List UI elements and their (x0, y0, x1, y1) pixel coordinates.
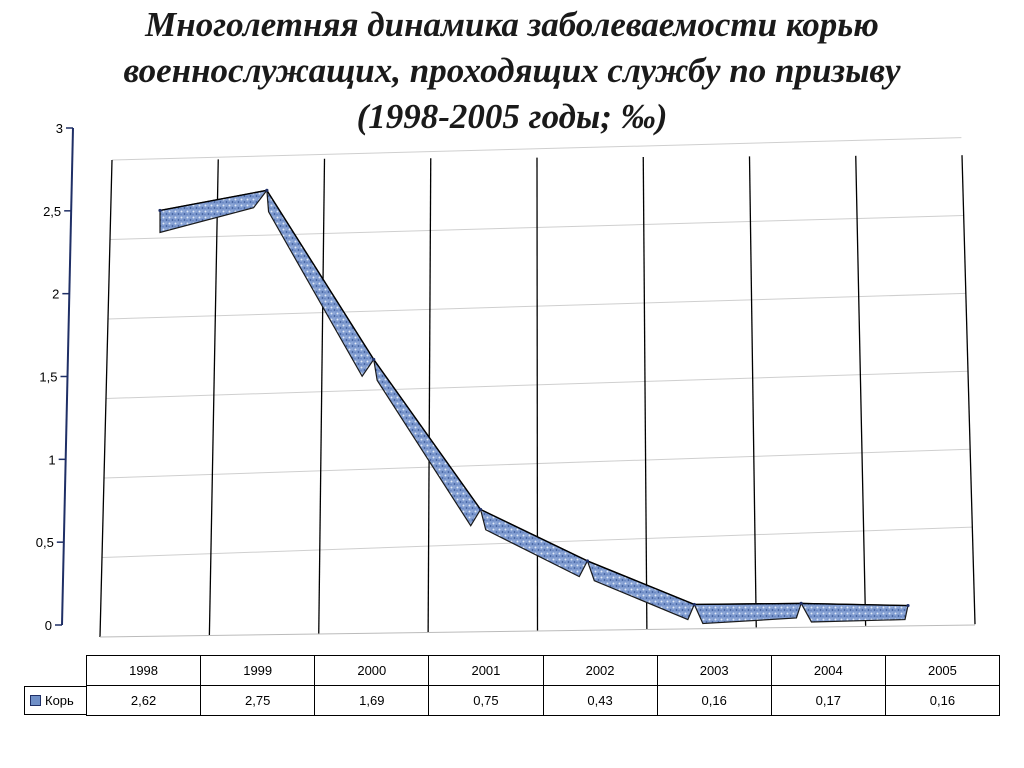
table-header-row: 1998 1999 2000 2001 2002 2003 2004 2005 (85, 655, 1001, 686)
grid-lines (99, 137, 976, 638)
y-tick-label-2: 1 (48, 452, 55, 467)
chart-title-line-3: (1998-2005 годы; ‰) (356, 97, 668, 136)
table-value-1998: 2,62 (85, 685, 202, 716)
h-gridline-6 (111, 137, 962, 161)
data-point-2004 (799, 601, 803, 605)
chart-title: Многолетняя динамика заболеваемости корь… (0, 2, 1024, 140)
table-value-2003: 0,16 (656, 685, 772, 716)
v-gridline-2 (318, 158, 326, 634)
y-tick-label-5: 2,5 (43, 204, 61, 219)
data-point-1998 (158, 208, 162, 213)
v-gridline-6 (748, 156, 757, 628)
chart-title-line-2: военнослужащих, проходящих службу по при… (123, 51, 901, 90)
data-point-1999 (265, 188, 269, 192)
series-line-3 (373, 359, 482, 510)
v-gridline-1 (208, 159, 219, 636)
table-year-2005: 2005 (884, 655, 1001, 686)
chart-title-line-1: Многолетняя динамика заболеваемости корь… (145, 5, 879, 44)
table-year-2003: 2003 (656, 655, 772, 686)
ribbon-segment-3 (373, 359, 482, 527)
data-point-2002 (585, 559, 590, 563)
v-gridline-3 (427, 158, 432, 633)
series-line-1 (159, 189, 267, 212)
series-line-7 (801, 602, 909, 607)
table-year-2002: 2002 (542, 655, 658, 686)
table-year-2004: 2004 (770, 655, 886, 686)
data-table: 1998 1999 2000 2001 2002 2003 2004 2005 2,62 2,7… (85, 655, 1001, 716)
ribbon-segment-2 (266, 190, 375, 378)
ribbon-segment-4 (479, 508, 589, 578)
data-point-2001 (478, 507, 483, 512)
series-line-6 (694, 602, 802, 606)
v-gridline-4 (536, 157, 539, 631)
table-year-2000: 2000 (314, 655, 430, 686)
table-value-2004: 0,17 (770, 685, 886, 716)
data-point-2000 (372, 357, 376, 362)
table-value-1999: 2,75 (200, 685, 316, 716)
table-value-2001: 0,75 (428, 685, 544, 716)
legend-swatch (30, 695, 41, 706)
table-value-2002: 0,43 (542, 685, 658, 716)
series-line-4 (480, 508, 588, 562)
ribbon-segment-6 (693, 602, 802, 625)
v-gridline-5 (642, 156, 648, 630)
series-line-5 (587, 560, 695, 606)
table-year-1999: 1999 (200, 655, 316, 686)
data-point-2003 (692, 602, 696, 607)
series-line-2 (266, 189, 375, 360)
y-tick-label-6: 3 (56, 121, 63, 136)
legend-label: Корь (45, 693, 74, 708)
y-tick-label-4: 2 (52, 287, 59, 302)
table-value-2005: 0,16 (884, 685, 1001, 716)
table-value-2000: 1,69 (314, 685, 430, 716)
table-year-1998: 1998 (85, 655, 202, 686)
y-tick-label-1: 0,5 (36, 535, 54, 550)
v-gridline-8 (961, 155, 976, 625)
floor-edge (99, 624, 976, 638)
ribbon-segment-1 (159, 189, 269, 234)
v-gridline-0 (99, 159, 113, 638)
y-axis: 0 0,5 1 1,5 2 2,5 3 (36, 121, 74, 633)
ribbon-segment-5 (586, 559, 696, 621)
y-tick-label-3: 1,5 (39, 370, 57, 385)
data-point-2005 (906, 603, 910, 608)
table-year-2001: 2001 (428, 655, 544, 686)
legend-entry: Корь (24, 686, 86, 715)
series-ribbon (158, 188, 910, 625)
y-tick-label-0: 0 (45, 618, 52, 633)
ribbon-segment-7 (800, 602, 909, 623)
table-value-row: 2,62 2,75 1,69 0,75 0,43 0,16 0,17 0,16 (85, 685, 1001, 716)
v-gridline-7 (855, 155, 867, 626)
